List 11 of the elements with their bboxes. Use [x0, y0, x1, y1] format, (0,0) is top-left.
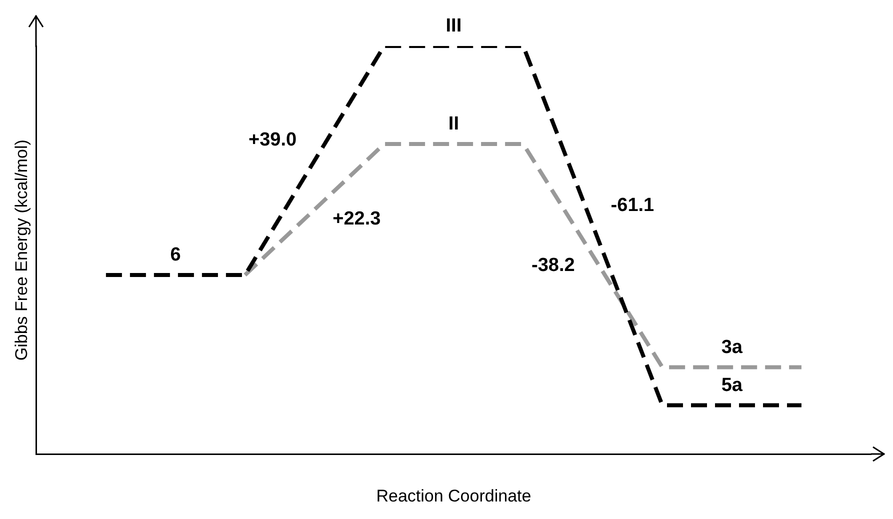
y-axis-title: Gibbs Free Energy (kcal/mol)	[12, 140, 31, 361]
annotation: 6	[170, 244, 181, 266]
annotation: +39.0	[248, 130, 297, 151]
annotation: 5a	[721, 374, 743, 396]
annotation: II	[448, 114, 459, 135]
text: III	[446, 16, 462, 37]
x-axis-title: Reaction Coordinate	[376, 486, 532, 506]
annotation: -38.2	[531, 254, 575, 276]
annotation: 3a	[721, 336, 743, 358]
annotation: -61.1	[610, 194, 655, 216]
annotation: +22.3	[332, 208, 381, 230]
